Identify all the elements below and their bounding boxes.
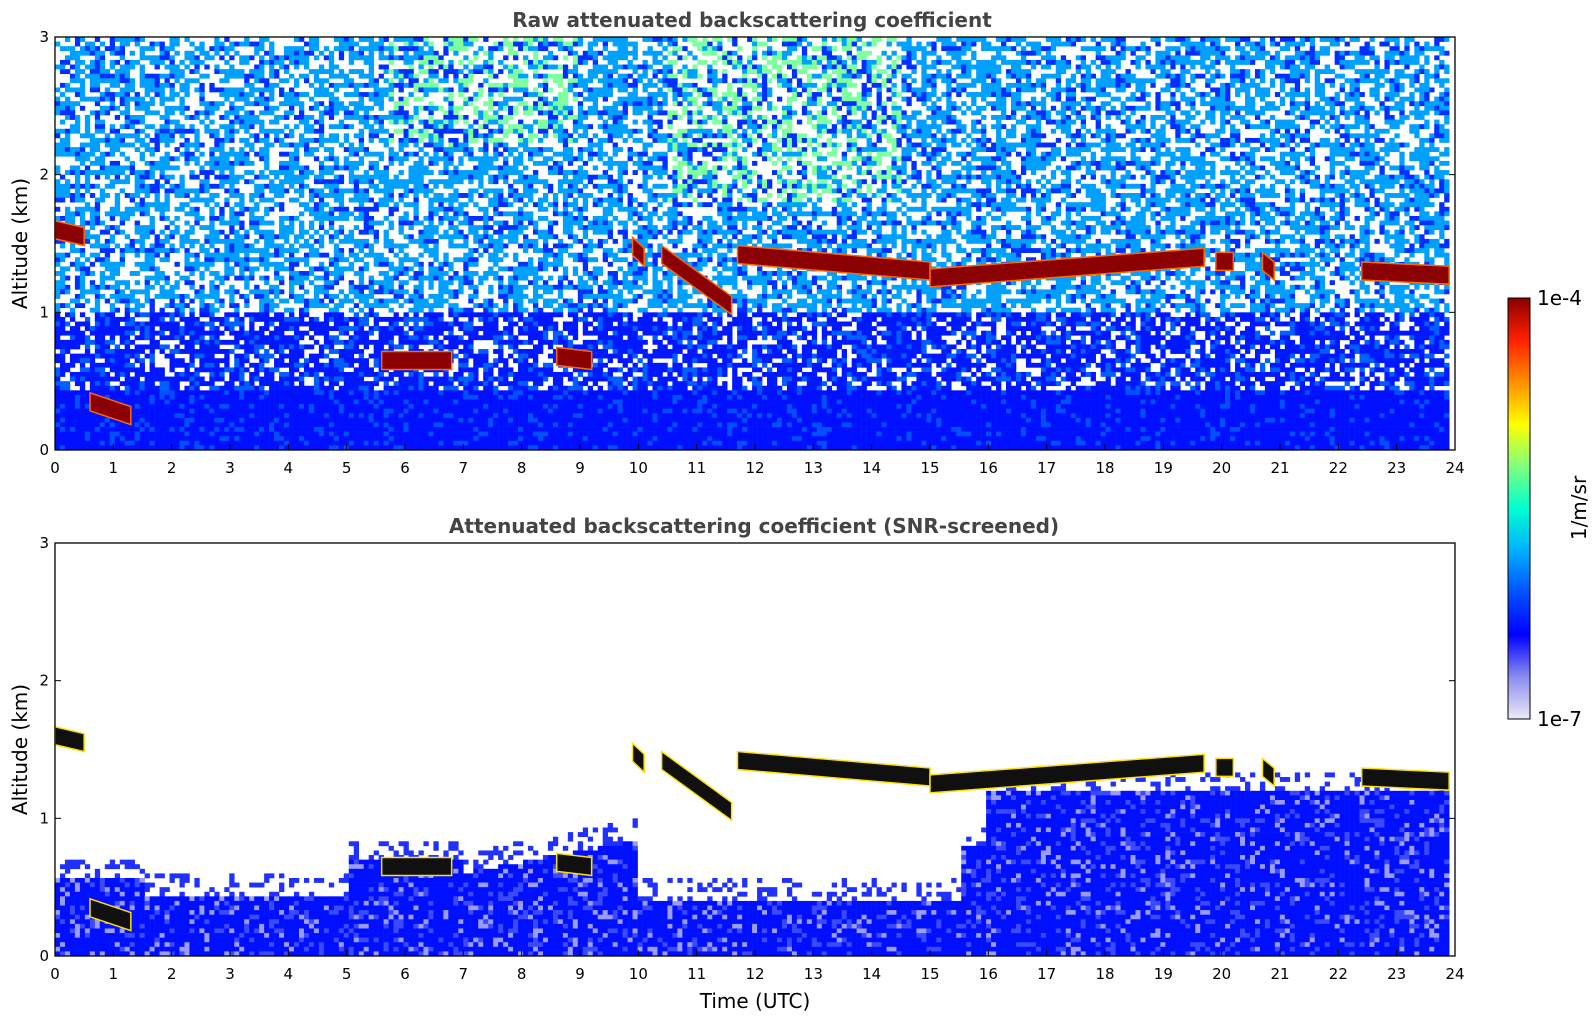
cloud-layer-9 <box>1261 250 1275 282</box>
x-tick-label: 8 <box>517 965 527 983</box>
x-tick-label: 18 <box>1095 459 1114 477</box>
cloud-layer-4 <box>631 235 645 269</box>
x-tick-label: 7 <box>459 965 469 983</box>
x-tick-label: 13 <box>804 965 823 983</box>
x-tick-label: 9 <box>575 459 585 477</box>
y-axis-ticks: 0 1 2 3 <box>39 28 1455 459</box>
x-tick-label: 21 <box>1270 459 1289 477</box>
y-axis-label: Altitude (km) <box>8 684 32 815</box>
x-tick-label: 24 <box>1445 459 1464 477</box>
cloud-layer-2 <box>380 856 453 877</box>
x-tick-label: 7 <box>459 459 469 477</box>
y-tick-label: 3 <box>39 534 49 552</box>
x-tick-label: 22 <box>1329 459 1348 477</box>
x-tick-label: 17 <box>1037 965 1056 983</box>
y-tick-label: 0 <box>39 441 49 459</box>
x-axis-ticks: 0 1 2 3 4 5 6 7 8 9 10 11 12 13 14 15 16 17 18 19 20 21 22 23 24 <box>50 444 1465 477</box>
panel-title: Raw attenuated backscattering coefficien… <box>512 8 992 32</box>
raw-backscatter-panel: Raw attenuated backscattering coefficien… <box>8 8 1465 477</box>
x-tick-label: 10 <box>629 965 648 983</box>
x-tick-label: 6 <box>400 965 410 983</box>
y-tick-label: 3 <box>39 28 49 46</box>
x-tick-label: 6 <box>400 459 410 477</box>
cloud-layer-3 <box>555 852 593 877</box>
x-tick-label: 19 <box>1154 965 1173 983</box>
x-tick-label: 16 <box>979 459 998 477</box>
cloud-layer-0 <box>54 725 85 753</box>
colorbar-max-label: 1e-4 <box>1537 286 1582 310</box>
x-tick-label: 4 <box>284 459 294 477</box>
cloud-layer-8 <box>1215 251 1235 272</box>
cloud-layer-2 <box>380 350 453 371</box>
x-tick-label: 3 <box>225 965 235 983</box>
screened-backscatter-panel: Attenuated backscattering coefficient (S… <box>8 514 1465 1013</box>
x-tick-label: 22 <box>1329 965 1348 983</box>
cloud-layer-4 <box>631 741 645 775</box>
x-tick-label: 15 <box>920 965 939 983</box>
x-tick-label: 10 <box>629 459 648 477</box>
y-tick-label: 0 <box>39 947 49 965</box>
x-tick-label: 12 <box>745 459 764 477</box>
x-tick-label: 5 <box>342 459 352 477</box>
y-axis-ticks: 0 1 2 3 <box>39 534 1455 965</box>
cloud-layer-7 <box>929 247 1205 288</box>
x-tick-label: 1 <box>109 459 119 477</box>
x-tick-label: 19 <box>1154 459 1173 477</box>
x-tick-label: 14 <box>862 965 881 983</box>
x-tick-label: 15 <box>920 459 939 477</box>
x-tick-label: 18 <box>1095 965 1114 983</box>
cloud-layer-6 <box>736 750 931 787</box>
x-axis-ticks: 0 1 2 3 4 5 6 7 8 9 10 11 12 13 14 15 16 17 18 19 20 21 22 23 24 <box>50 950 1465 983</box>
x-tick-label: 2 <box>167 965 177 983</box>
x-tick-label: 11 <box>687 965 706 983</box>
x-tick-label: 17 <box>1037 459 1056 477</box>
x-tick-label: 4 <box>284 965 294 983</box>
x-tick-label: 21 <box>1270 965 1289 983</box>
x-tick-label: 20 <box>1212 459 1231 477</box>
x-tick-label: 1 <box>109 965 119 983</box>
backscatter-field <box>55 772 1450 957</box>
cloud-layer-8 <box>1215 757 1235 778</box>
y-tick-label: 1 <box>39 303 49 321</box>
x-tick-label: 0 <box>50 965 60 983</box>
cloud-layer-7 <box>929 753 1205 794</box>
cloud-layer-10 <box>1360 261 1450 285</box>
x-tick-label: 8 <box>517 459 527 477</box>
y-tick-label: 1 <box>39 809 49 827</box>
cloud-layer-3 <box>555 346 593 371</box>
cloud-layer-5 <box>660 750 733 822</box>
x-tick-label: 23 <box>1387 965 1406 983</box>
x-tick-label: 13 <box>804 459 823 477</box>
x-tick-label: 16 <box>979 965 998 983</box>
x-tick-label: 11 <box>687 459 706 477</box>
x-tick-label: 20 <box>1212 965 1231 983</box>
cloud-layer-10 <box>1360 767 1450 791</box>
cloud-layer-5 <box>660 244 733 316</box>
y-tick-label: 2 <box>39 166 49 184</box>
x-tick-label: 2 <box>167 459 177 477</box>
x-tick-label: 23 <box>1387 459 1406 477</box>
x-tick-label: 14 <box>862 459 881 477</box>
x-tick-label: 9 <box>575 965 585 983</box>
x-tick-label: 12 <box>745 965 764 983</box>
panel-title: Attenuated backscattering coefficient (S… <box>449 514 1059 538</box>
y-axis-label: Altitude (km) <box>8 178 32 309</box>
heatmap-raw <box>54 37 1450 451</box>
backscatter-field <box>55 37 1450 451</box>
colorbar-min-label: 1e-7 <box>1537 707 1582 731</box>
x-tick-label: 0 <box>50 459 60 477</box>
heatmap-screened <box>54 725 1450 957</box>
x-tick-label: 5 <box>342 965 352 983</box>
x-axis-label: Time (UTC) <box>699 989 811 1013</box>
x-tick-label: 24 <box>1445 965 1464 983</box>
cloud-layer-9 <box>1261 756 1275 788</box>
colorbar: 1e-4 1e-7 1/m/sr <box>1507 286 1591 731</box>
cloud-layer-1 <box>89 391 132 426</box>
colorbar-unit-label: 1/m/sr <box>1567 475 1591 540</box>
y-tick-label: 2 <box>39 672 49 690</box>
cloud-layer-1 <box>89 897 132 932</box>
x-tick-label: 3 <box>225 459 235 477</box>
colorbar-gradient <box>1507 297 1531 720</box>
